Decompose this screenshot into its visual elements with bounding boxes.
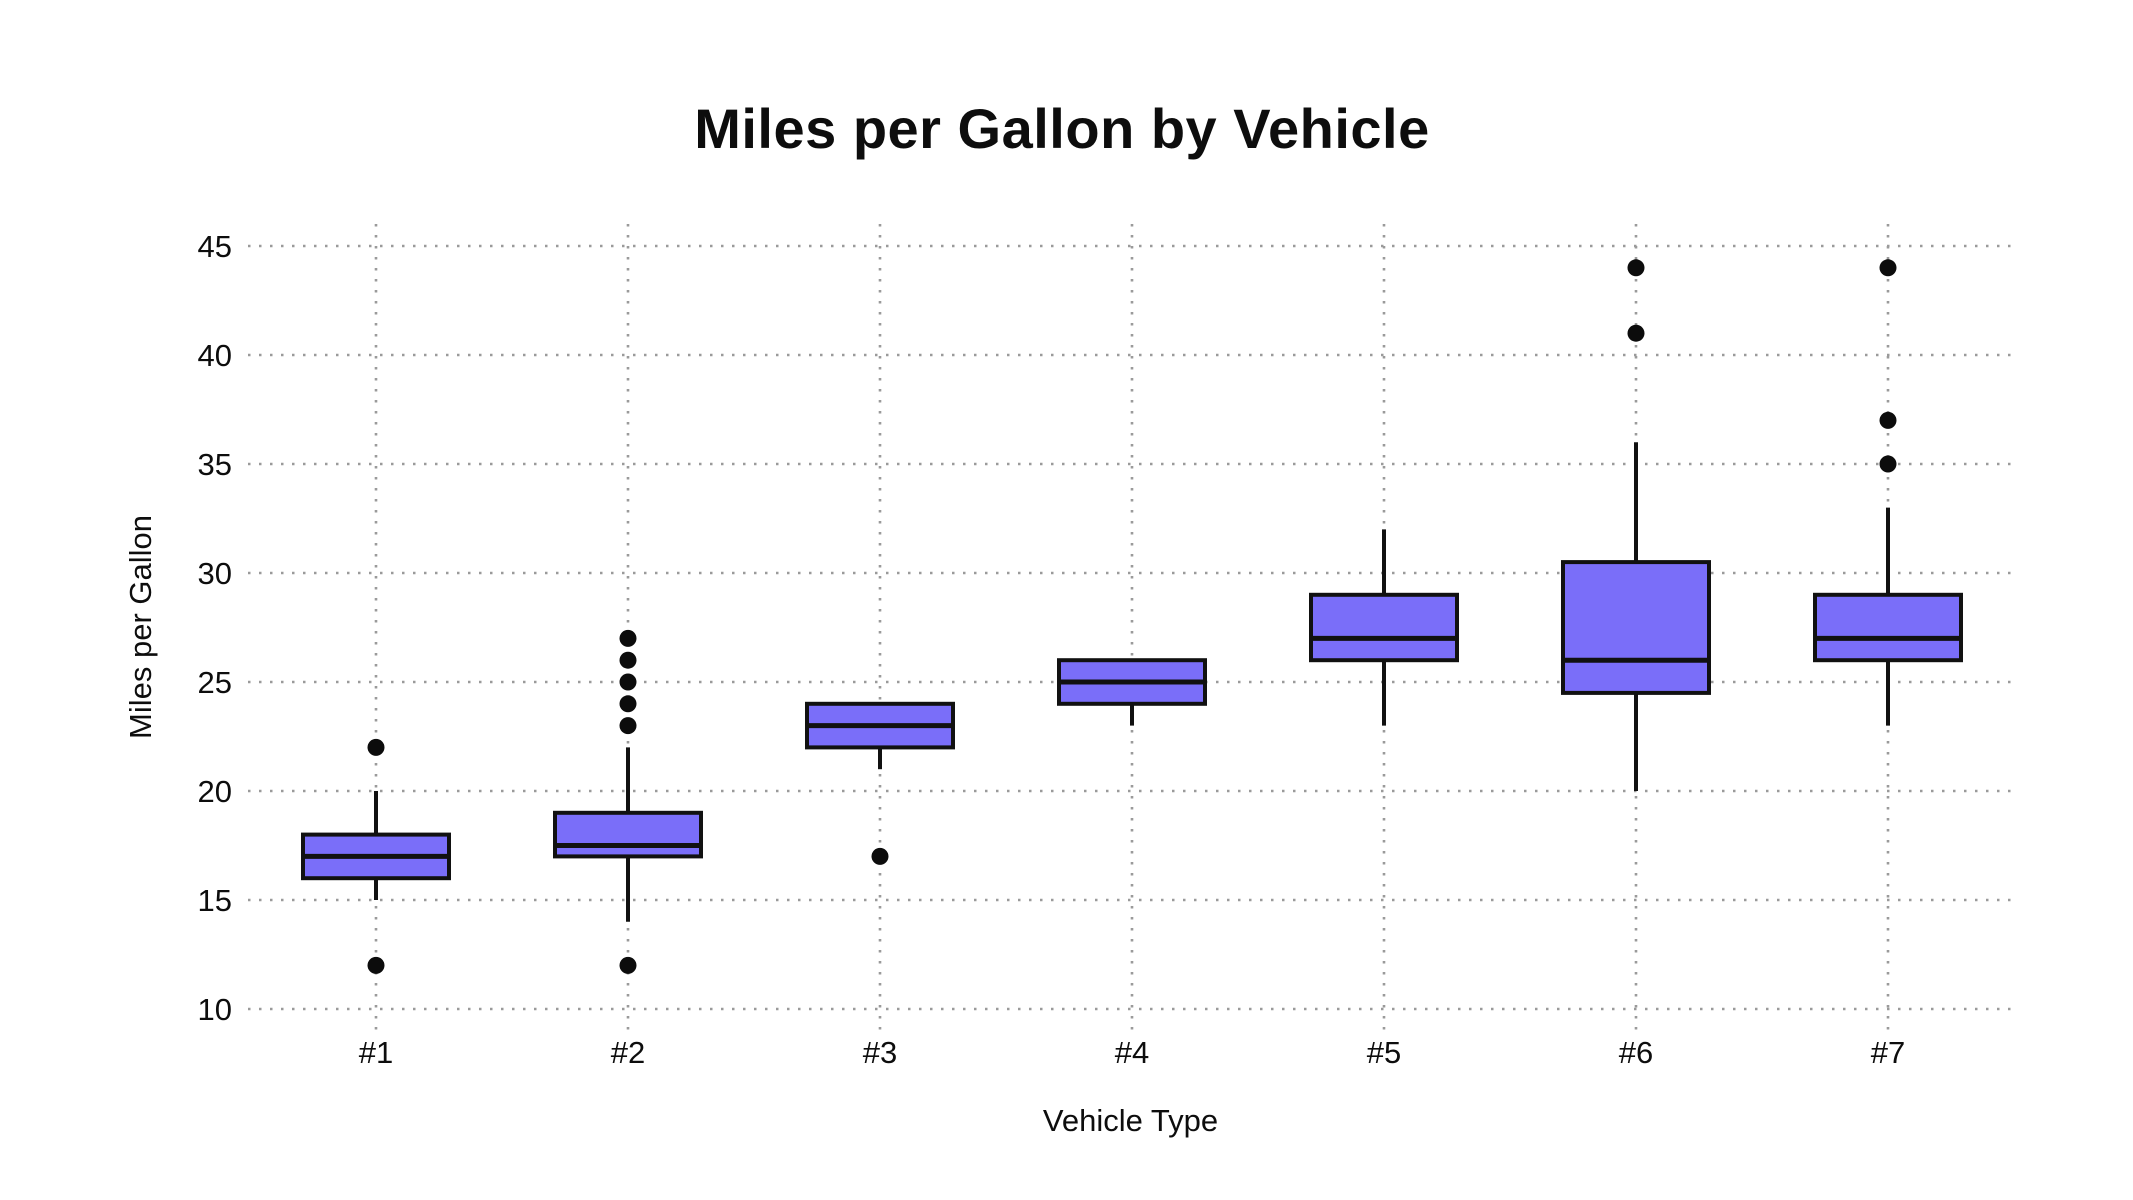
y-tick-labels: 10 15 20 25 30 35 40 45 (198, 229, 232, 1027)
outlier-point (1879, 455, 1897, 473)
box-group-5 (1309, 529, 1459, 726)
outlier-point (367, 956, 385, 974)
box-group-3 (805, 701, 955, 865)
chart-title: Miles per Gallon by Vehicle (694, 97, 1430, 160)
outlier-point (619, 651, 637, 669)
x-tick-label: #3 (863, 1035, 897, 1070)
iqr-box (553, 810, 703, 859)
box-group-2 (553, 629, 703, 974)
y-tick-label: 30 (198, 556, 232, 591)
outlier-point (1627, 324, 1645, 342)
x-tick-label: #5 (1367, 1035, 1401, 1070)
y-tick-label: 35 (198, 447, 232, 482)
x-tick-label: #7 (1871, 1035, 1905, 1070)
iqr-box (1813, 592, 1963, 663)
box-group-4 (1057, 658, 1207, 726)
x-axis-title: Vehicle Type (1042, 1103, 1219, 1138)
outlier-point (1879, 411, 1897, 429)
box-group-7 (1813, 259, 1963, 726)
y-tick-label: 20 (198, 774, 232, 809)
outlier-point (619, 673, 637, 691)
outlier-point (619, 717, 637, 735)
outlier-point (619, 629, 637, 647)
outlier-point (619, 695, 637, 713)
x-tick-label: #6 (1619, 1035, 1653, 1070)
outlier-point (871, 847, 889, 865)
y-tick-label: 10 (198, 992, 232, 1027)
iqr-box (1309, 592, 1459, 663)
outlier-point (619, 956, 637, 974)
y-tick-label: 15 (198, 883, 232, 918)
y-tick-label: 40 (198, 338, 232, 373)
x-tick-label: #2 (611, 1035, 645, 1070)
outlier-point (1879, 259, 1897, 277)
gridlines (248, 224, 2013, 1032)
outlier-point (367, 738, 385, 756)
y-tick-label: 45 (198, 229, 232, 264)
x-tick-label: #1 (359, 1035, 393, 1070)
x-tick-label: #4 (1115, 1035, 1149, 1070)
outlier-point (1627, 259, 1645, 277)
box-group-1 (301, 738, 451, 974)
x-tick-labels: #1 #2 #3 #4 #5 #6 #7 (359, 1035, 1905, 1070)
iqr-box (1561, 560, 1711, 695)
box-group-6 (1561, 259, 1711, 791)
y-tick-label: 25 (198, 665, 232, 700)
